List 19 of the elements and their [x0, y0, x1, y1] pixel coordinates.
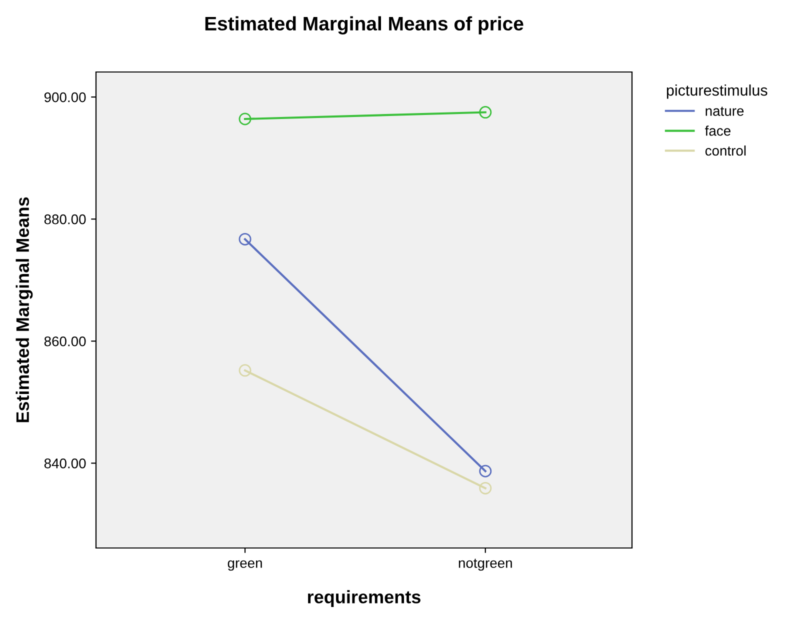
- x-tick-label: green: [228, 560, 262, 571]
- y-tick-label: 880.00: [44, 214, 86, 224]
- chart-title: Estimated Marginal Means of price: [205, 16, 524, 34]
- legend-title: picturestimulus: [666, 84, 768, 99]
- x-tick-label: notgreen: [458, 558, 512, 571]
- y-tick-label: 860.00: [44, 336, 86, 346]
- legend-label: nature: [706, 106, 744, 116]
- point: [479, 106, 492, 119]
- y-axis-title: Estimated Marginal Means: [16, 197, 33, 422]
- point: [238, 112, 252, 126]
- legend-label: control: [705, 145, 746, 156]
- point: [479, 464, 492, 478]
- point: [238, 364, 252, 377]
- y-tick-label: 840.00: [44, 458, 86, 468]
- point: [238, 232, 252, 246]
- point: [479, 482, 492, 494]
- y-tick-label: 900.00: [44, 92, 86, 102]
- x-axis-title: requirements: [308, 590, 420, 607]
- legend-label: face: [705, 126, 730, 136]
